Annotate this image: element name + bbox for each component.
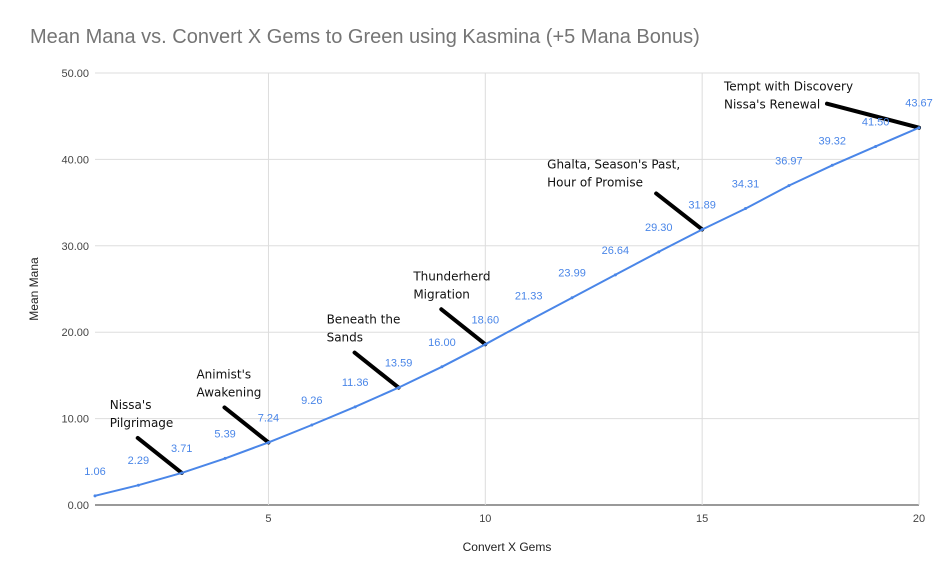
data-point — [613, 273, 617, 277]
data-label: 43.67 — [905, 98, 933, 110]
data-label: 1.06 — [84, 466, 105, 478]
annotations: Nissa's Pilgrimage Animist's Awakening Benea… — [110, 80, 921, 475]
data-point — [527, 319, 531, 323]
annotation-label: Tempt with Discovery — [723, 80, 853, 94]
annotation-label: Thunderherd — [412, 269, 490, 283]
annotation-label: Migration — [413, 287, 470, 301]
data-point — [570, 296, 574, 300]
y-tick-label: 40.00 — [61, 154, 89, 166]
data-point — [917, 126, 921, 130]
x-tick-label: 5 — [265, 513, 271, 525]
data-label: 34.31 — [732, 179, 760, 191]
data-label: 7.24 — [258, 412, 279, 424]
annotation-label: Ghalta, Season's Past, — [547, 157, 680, 171]
annotation-label: Nissa's — [110, 398, 152, 412]
x-tick-label: 15 — [696, 513, 708, 525]
annotation-label: Sands — [327, 331, 363, 345]
annotation-pointer — [654, 191, 705, 232]
data-label: 9.26 — [301, 395, 322, 407]
data-point — [787, 184, 791, 188]
x-tick-label: 10 — [479, 513, 491, 525]
data-label: 29.30 — [645, 222, 673, 234]
data-point — [830, 163, 834, 167]
annotation-label: Hour of Promise — [547, 175, 643, 189]
annotation-pointer — [135, 435, 184, 475]
data-point — [397, 386, 401, 390]
series-layer — [93, 126, 921, 498]
data-point — [223, 456, 227, 460]
series-line — [94, 126, 920, 497]
annotation-label: Pilgrimage — [110, 416, 174, 430]
data-label: 21.33 — [515, 291, 543, 303]
data-label: 13.59 — [385, 358, 413, 370]
data-point — [353, 405, 357, 409]
data-point — [657, 250, 661, 254]
x-tick-label: 20 — [913, 513, 925, 525]
data-label: 31.89 — [688, 199, 716, 211]
data-label: 5.39 — [214, 428, 235, 440]
data-label: 18.60 — [472, 314, 500, 326]
data-label: 11.36 — [342, 377, 369, 389]
data-point — [874, 144, 878, 148]
annotation-label: Awakening — [196, 385, 261, 399]
data-point — [744, 207, 748, 211]
data-point — [483, 342, 487, 346]
data-point — [440, 365, 444, 369]
annotation-label: Beneath the — [327, 313, 401, 327]
data-label: 39.32 — [818, 135, 846, 147]
data-point — [180, 471, 184, 475]
axis-ticks: 0.00 10.00 20.00 30.00 40.00 50.00 5 10 15 20 — [61, 68, 925, 525]
data-label: 23.99 — [558, 268, 586, 280]
data-label: 16.00 — [428, 337, 456, 349]
data-labels: 1.06 2.29 3.71 5.39 7.24 9.26 11.36 13.59 16.00 1… — [84, 98, 932, 478]
data-label: 3.71 — [171, 443, 192, 455]
annotation-pointer — [825, 101, 921, 130]
data-point — [93, 494, 97, 498]
data-point — [136, 483, 140, 487]
x-axis-label: Convert X Gems — [463, 540, 552, 554]
annotation-label: Nissa's Renewal — [724, 98, 820, 112]
data-label: 41.50 — [862, 116, 890, 128]
annotation-label: Animist's — [196, 367, 251, 381]
y-axis-label: Mean Mana — [27, 257, 41, 321]
y-tick-label: 20.00 — [61, 327, 89, 339]
y-tick-label: 30.00 — [61, 241, 89, 253]
data-label: 36.97 — [775, 156, 803, 168]
y-tick-label: 10.00 — [61, 414, 89, 426]
data-point — [310, 423, 314, 427]
y-tick-label: 0.00 — [68, 500, 89, 512]
chart-title: Mean Mana vs. Convert X Gems to Green us… — [30, 26, 700, 48]
annotation-pointer — [352, 350, 401, 390]
data-point — [266, 440, 270, 444]
annotation-pointer — [222, 405, 271, 445]
data-label: 26.64 — [602, 245, 630, 257]
data-point — [700, 227, 704, 231]
annotation-pointer — [439, 307, 488, 347]
data-label: 2.29 — [128, 455, 149, 467]
y-tick-label: 50.00 — [61, 68, 89, 80]
